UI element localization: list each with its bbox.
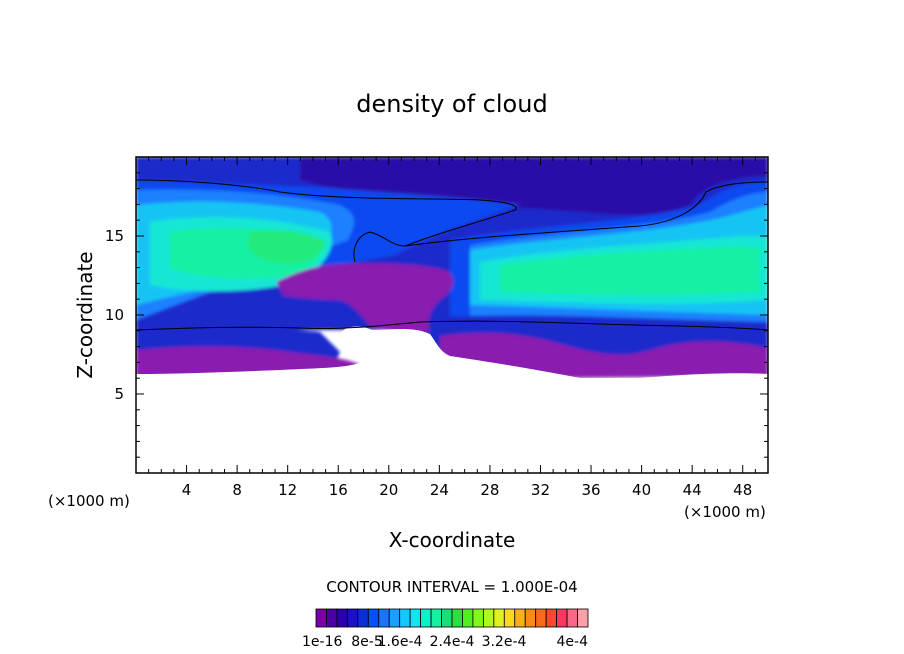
contour-interval-label: CONTOUR INTERVAL = 1.000E-04 bbox=[326, 578, 577, 596]
colorbar-swatch bbox=[566, 608, 578, 628]
x-tick-label: 28 bbox=[480, 481, 499, 499]
colorbar-swatch bbox=[577, 608, 589, 628]
x-tick-label: 40 bbox=[632, 481, 651, 499]
colorbar-swatch bbox=[556, 608, 568, 628]
colorbar-swatch bbox=[336, 608, 348, 628]
colorbar-swatch bbox=[503, 608, 516, 628]
field-region-purple-right bbox=[440, 332, 768, 378]
colorbar-swatch bbox=[326, 608, 338, 628]
clear-region bbox=[136, 326, 768, 473]
colorbar-swatch bbox=[315, 608, 327, 628]
colorbar-swatch bbox=[545, 608, 558, 628]
contour-line-upper-right bbox=[404, 181, 768, 247]
colorbar-label: 3.2e-4 bbox=[482, 634, 527, 650]
colorbar-swatch bbox=[514, 608, 526, 628]
x-tick-label: 4 bbox=[182, 481, 192, 499]
colorbar-label: 2.4e-4 bbox=[430, 634, 475, 650]
colorbar-swatch bbox=[451, 608, 463, 628]
colorbar-label: 1e-16 bbox=[302, 634, 342, 650]
colorbar bbox=[315, 608, 589, 628]
y-axis-label: Z-coordinate bbox=[73, 251, 97, 378]
colorbar-swatch bbox=[399, 608, 411, 628]
x-tick-label: 12 bbox=[278, 481, 297, 499]
x-unit-label-left: (×1000 m) bbox=[48, 492, 130, 510]
colorbar-swatch bbox=[388, 608, 401, 628]
x-tick-label: 36 bbox=[581, 481, 600, 499]
colorbar-swatch bbox=[420, 608, 432, 628]
colorbar-label: 8e-5 bbox=[351, 634, 382, 650]
colorbar-labels: 1e-16 8e-51.6e-4 2.4e-4 3.2e-4 4e-4 bbox=[302, 634, 588, 650]
field-region-top-darkest bbox=[311, 159, 640, 201]
colorbar-swatch bbox=[357, 608, 369, 628]
colorbar-label: 4e-4 bbox=[557, 634, 589, 650]
x-tick-label: 24 bbox=[430, 481, 449, 499]
colorbar-swatch bbox=[462, 608, 474, 628]
colorbar-swatch bbox=[441, 608, 453, 628]
colorbar-swatch bbox=[430, 608, 442, 628]
colorbar-swatch bbox=[472, 608, 484, 628]
x-axis: 4 8 12 16 20 24 28 32 36 40 44 48 bbox=[148, 157, 756, 499]
chart-title: density of cloud bbox=[356, 90, 547, 118]
x-axis-label: X-coordinate bbox=[389, 528, 516, 552]
colorbar-swatch bbox=[535, 608, 547, 628]
colorbar-swatch bbox=[367, 608, 380, 628]
x-unit-label-right: (×1000 m) bbox=[684, 503, 766, 521]
contour-line-lower bbox=[136, 320, 768, 331]
x-tick-label: 48 bbox=[733, 481, 752, 499]
x-tick-label: 44 bbox=[683, 481, 702, 499]
y-tick-label: 10 bbox=[105, 306, 124, 324]
field-region-purple-core bbox=[276, 263, 454, 333]
colorbar-label: 1.6e-4 bbox=[378, 634, 423, 650]
colorbar-swatch bbox=[346, 608, 359, 628]
x-tick-label: 16 bbox=[329, 481, 348, 499]
colorbar-swatch bbox=[409, 608, 422, 628]
field-region-bright-green bbox=[248, 230, 325, 264]
colorbar-swatch bbox=[524, 608, 537, 628]
y-axis: 5 10 15 bbox=[105, 172, 768, 458]
y-tick-label: 5 bbox=[114, 385, 124, 403]
cloud-density-field bbox=[136, 157, 768, 473]
colorbar-swatch bbox=[482, 608, 495, 628]
x-tick-label: 32 bbox=[531, 481, 550, 499]
x-tick-label: 8 bbox=[232, 481, 242, 499]
colorbar-swatch bbox=[493, 608, 505, 628]
y-tick-label: 15 bbox=[105, 227, 124, 245]
colorbar-swatch bbox=[378, 608, 390, 628]
contour-line-upper bbox=[136, 179, 517, 263]
x-tick-label: 20 bbox=[379, 481, 398, 499]
